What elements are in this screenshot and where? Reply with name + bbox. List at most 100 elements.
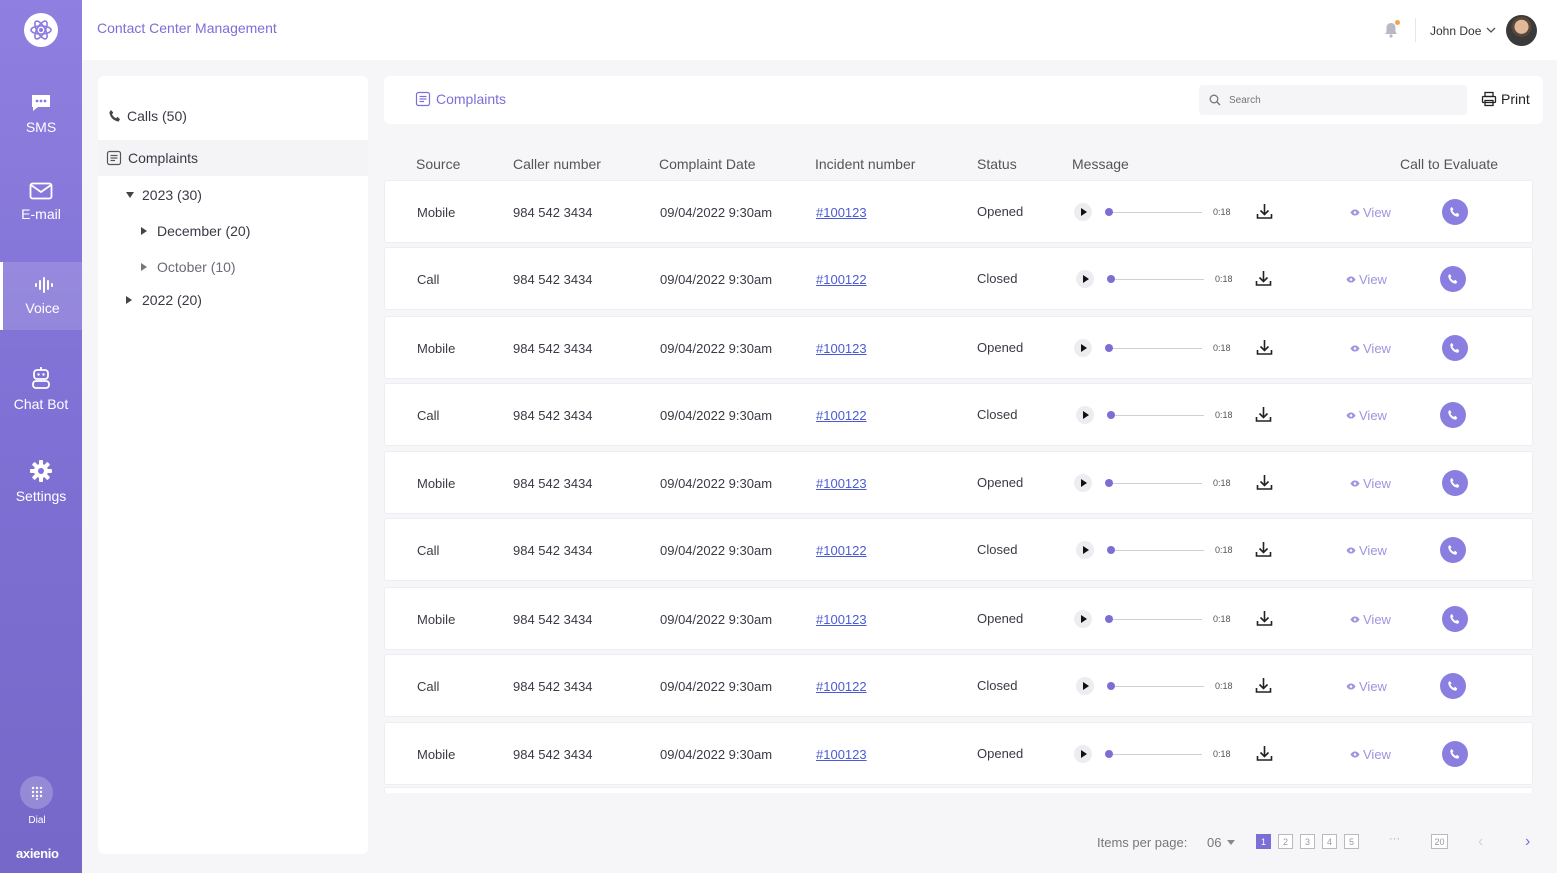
tree-item-calls[interactable]: Calls (50) xyxy=(98,100,368,132)
incident-link[interactable]: #100122 xyxy=(816,543,867,558)
audio-progress-track[interactable] xyxy=(1108,348,1202,349)
play-button[interactable] xyxy=(1074,474,1092,492)
play-button[interactable] xyxy=(1076,541,1094,559)
sidebar-item-chatbot[interactable]: Chat Bot xyxy=(0,355,82,423)
play-button[interactable] xyxy=(1076,406,1094,424)
download-icon[interactable] xyxy=(1256,339,1273,356)
column-header-message[interactable]: Message xyxy=(1072,156,1129,172)
download-icon[interactable] xyxy=(1256,203,1273,220)
sidebar-item-email[interactable]: E-mail xyxy=(0,168,82,236)
audio-scrubber-handle[interactable] xyxy=(1107,546,1115,554)
column-header-source[interactable]: Source xyxy=(416,156,461,172)
call-to-evaluate-button[interactable] xyxy=(1442,741,1468,767)
download-icon[interactable] xyxy=(1255,677,1272,694)
table-row[interactable]: Mobile 984 542 3434 09/04/2022 9:30am #1001… xyxy=(384,451,1533,514)
play-button[interactable] xyxy=(1076,677,1094,695)
dial-button[interactable] xyxy=(20,776,53,809)
view-link[interactable]: View xyxy=(1346,679,1387,694)
incident-link[interactable]: #100122 xyxy=(816,272,867,287)
table-row[interactable]: Call 984 542 3434 09/04/2022 9:30am #100122… xyxy=(384,247,1533,310)
audio-scrubber-handle[interactable] xyxy=(1105,750,1113,758)
prev-page-icon[interactable]: ‹ xyxy=(1478,833,1484,850)
audio-scrubber-handle[interactable] xyxy=(1107,682,1115,690)
avatar[interactable] xyxy=(1506,15,1537,46)
bell-icon[interactable] xyxy=(1384,22,1398,38)
audio-scrubber-handle[interactable] xyxy=(1107,411,1115,419)
audio-scrubber-handle[interactable] xyxy=(1107,275,1115,283)
table-row[interactable]: Mobile 984 542 3434 09/04/2022 9:30am #1001… xyxy=(384,316,1533,379)
view-link[interactable]: View xyxy=(1350,476,1391,491)
call-to-evaluate-button[interactable] xyxy=(1440,673,1466,699)
play-button[interactable] xyxy=(1074,203,1092,221)
play-button[interactable] xyxy=(1074,610,1092,628)
table-row[interactable]: Mobile 984 542 3434 09/04/2022 9:30am #1001… xyxy=(384,722,1533,785)
incident-link[interactable]: #100123 xyxy=(816,476,867,491)
search-input[interactable] xyxy=(1229,94,1449,106)
play-button[interactable] xyxy=(1074,339,1092,357)
incident-link[interactable]: #100122 xyxy=(816,408,867,423)
chevron-down-icon[interactable] xyxy=(1486,27,1496,33)
call-to-evaluate-button[interactable] xyxy=(1442,335,1468,361)
download-icon[interactable] xyxy=(1256,745,1273,762)
next-page-icon[interactable]: › xyxy=(1525,833,1531,850)
call-to-evaluate-button[interactable] xyxy=(1440,266,1466,292)
view-link[interactable]: View xyxy=(1350,341,1391,356)
page-button-5[interactable]: 5 xyxy=(1344,834,1359,849)
sidebar-item-settings[interactable]: Settings xyxy=(0,448,82,516)
call-to-evaluate-button[interactable] xyxy=(1442,199,1468,225)
tree-item-december[interactable]: December (20) xyxy=(98,219,368,243)
tree-item-october[interactable]: October (10) xyxy=(98,255,368,279)
column-header-status[interactable]: Status xyxy=(977,156,1017,172)
view-link[interactable]: View xyxy=(1346,272,1387,287)
audio-progress-track[interactable] xyxy=(1108,212,1202,213)
download-icon[interactable] xyxy=(1255,541,1272,558)
tree-item-2022[interactable]: 2022 (20) xyxy=(98,288,368,312)
audio-scrubber-handle[interactable] xyxy=(1105,344,1113,352)
page-button-1[interactable]: 1 xyxy=(1256,834,1271,849)
audio-progress-track[interactable] xyxy=(1110,686,1204,687)
audio-scrubber-handle[interactable] xyxy=(1105,615,1113,623)
print-button[interactable]: Print xyxy=(1481,91,1530,107)
call-to-evaluate-button[interactable] xyxy=(1440,402,1466,428)
call-to-evaluate-button[interactable] xyxy=(1442,470,1468,496)
user-name[interactable]: John Doe xyxy=(1430,24,1482,38)
tree-item-2023[interactable]: 2023 (30) xyxy=(98,183,368,207)
audio-progress-track[interactable] xyxy=(1108,754,1202,755)
incident-link[interactable]: #100123 xyxy=(816,612,867,627)
column-header-incident[interactable]: Incident number xyxy=(815,156,916,172)
audio-progress-track[interactable] xyxy=(1110,415,1204,416)
view-link[interactable]: View xyxy=(1346,543,1387,558)
view-link[interactable]: View xyxy=(1346,408,1387,423)
table-row[interactable]: Call 984 542 3434 09/04/2022 9:30am #100122… xyxy=(384,654,1533,717)
column-header-caller[interactable]: Caller number xyxy=(513,156,601,172)
download-icon[interactable] xyxy=(1255,406,1272,423)
sidebar-item-voice[interactable]: Voice xyxy=(0,262,82,330)
audio-progress-track[interactable] xyxy=(1110,550,1204,551)
table-row[interactable]: Call 984 542 3434 09/04/2022 9:30am #100122… xyxy=(384,383,1533,446)
incident-link[interactable]: #100122 xyxy=(816,679,867,694)
download-icon[interactable] xyxy=(1255,270,1272,287)
app-logo[interactable] xyxy=(24,13,58,47)
play-button[interactable] xyxy=(1076,270,1094,288)
page-button-3[interactable]: 3 xyxy=(1300,834,1315,849)
column-header-date[interactable]: Complaint Date xyxy=(659,156,756,172)
incident-link[interactable]: #100123 xyxy=(816,341,867,356)
audio-progress-track[interactable] xyxy=(1108,483,1202,484)
call-to-evaluate-button[interactable] xyxy=(1442,606,1468,632)
view-link[interactable]: View xyxy=(1350,205,1391,220)
table-row[interactable]: Mobile 984 542 3434 09/04/2022 9:30am #1001… xyxy=(384,180,1533,243)
view-link[interactable]: View xyxy=(1350,747,1391,762)
sidebar-item-sms[interactable]: SMS xyxy=(0,80,82,148)
audio-scrubber-handle[interactable] xyxy=(1105,479,1113,487)
incident-link[interactable]: #100123 xyxy=(816,205,867,220)
table-row[interactable]: Call 984 542 3434 09/04/2022 9:30am #100122… xyxy=(384,518,1533,581)
column-header-call-evaluate[interactable]: Call to Evaluate xyxy=(1400,156,1499,172)
audio-scrubber-handle[interactable] xyxy=(1105,208,1113,216)
call-to-evaluate-button[interactable] xyxy=(1440,537,1466,563)
play-button[interactable] xyxy=(1074,745,1092,763)
items-per-page-select[interactable]: 06 xyxy=(1207,835,1236,850)
table-row[interactable]: Mobile 984 542 3434 09/04/2022 9:30am #1001… xyxy=(384,587,1533,650)
incident-link[interactable]: #100123 xyxy=(816,747,867,762)
page-button-2[interactable]: 2 xyxy=(1278,834,1293,849)
page-button-last[interactable]: 20 xyxy=(1431,834,1448,849)
